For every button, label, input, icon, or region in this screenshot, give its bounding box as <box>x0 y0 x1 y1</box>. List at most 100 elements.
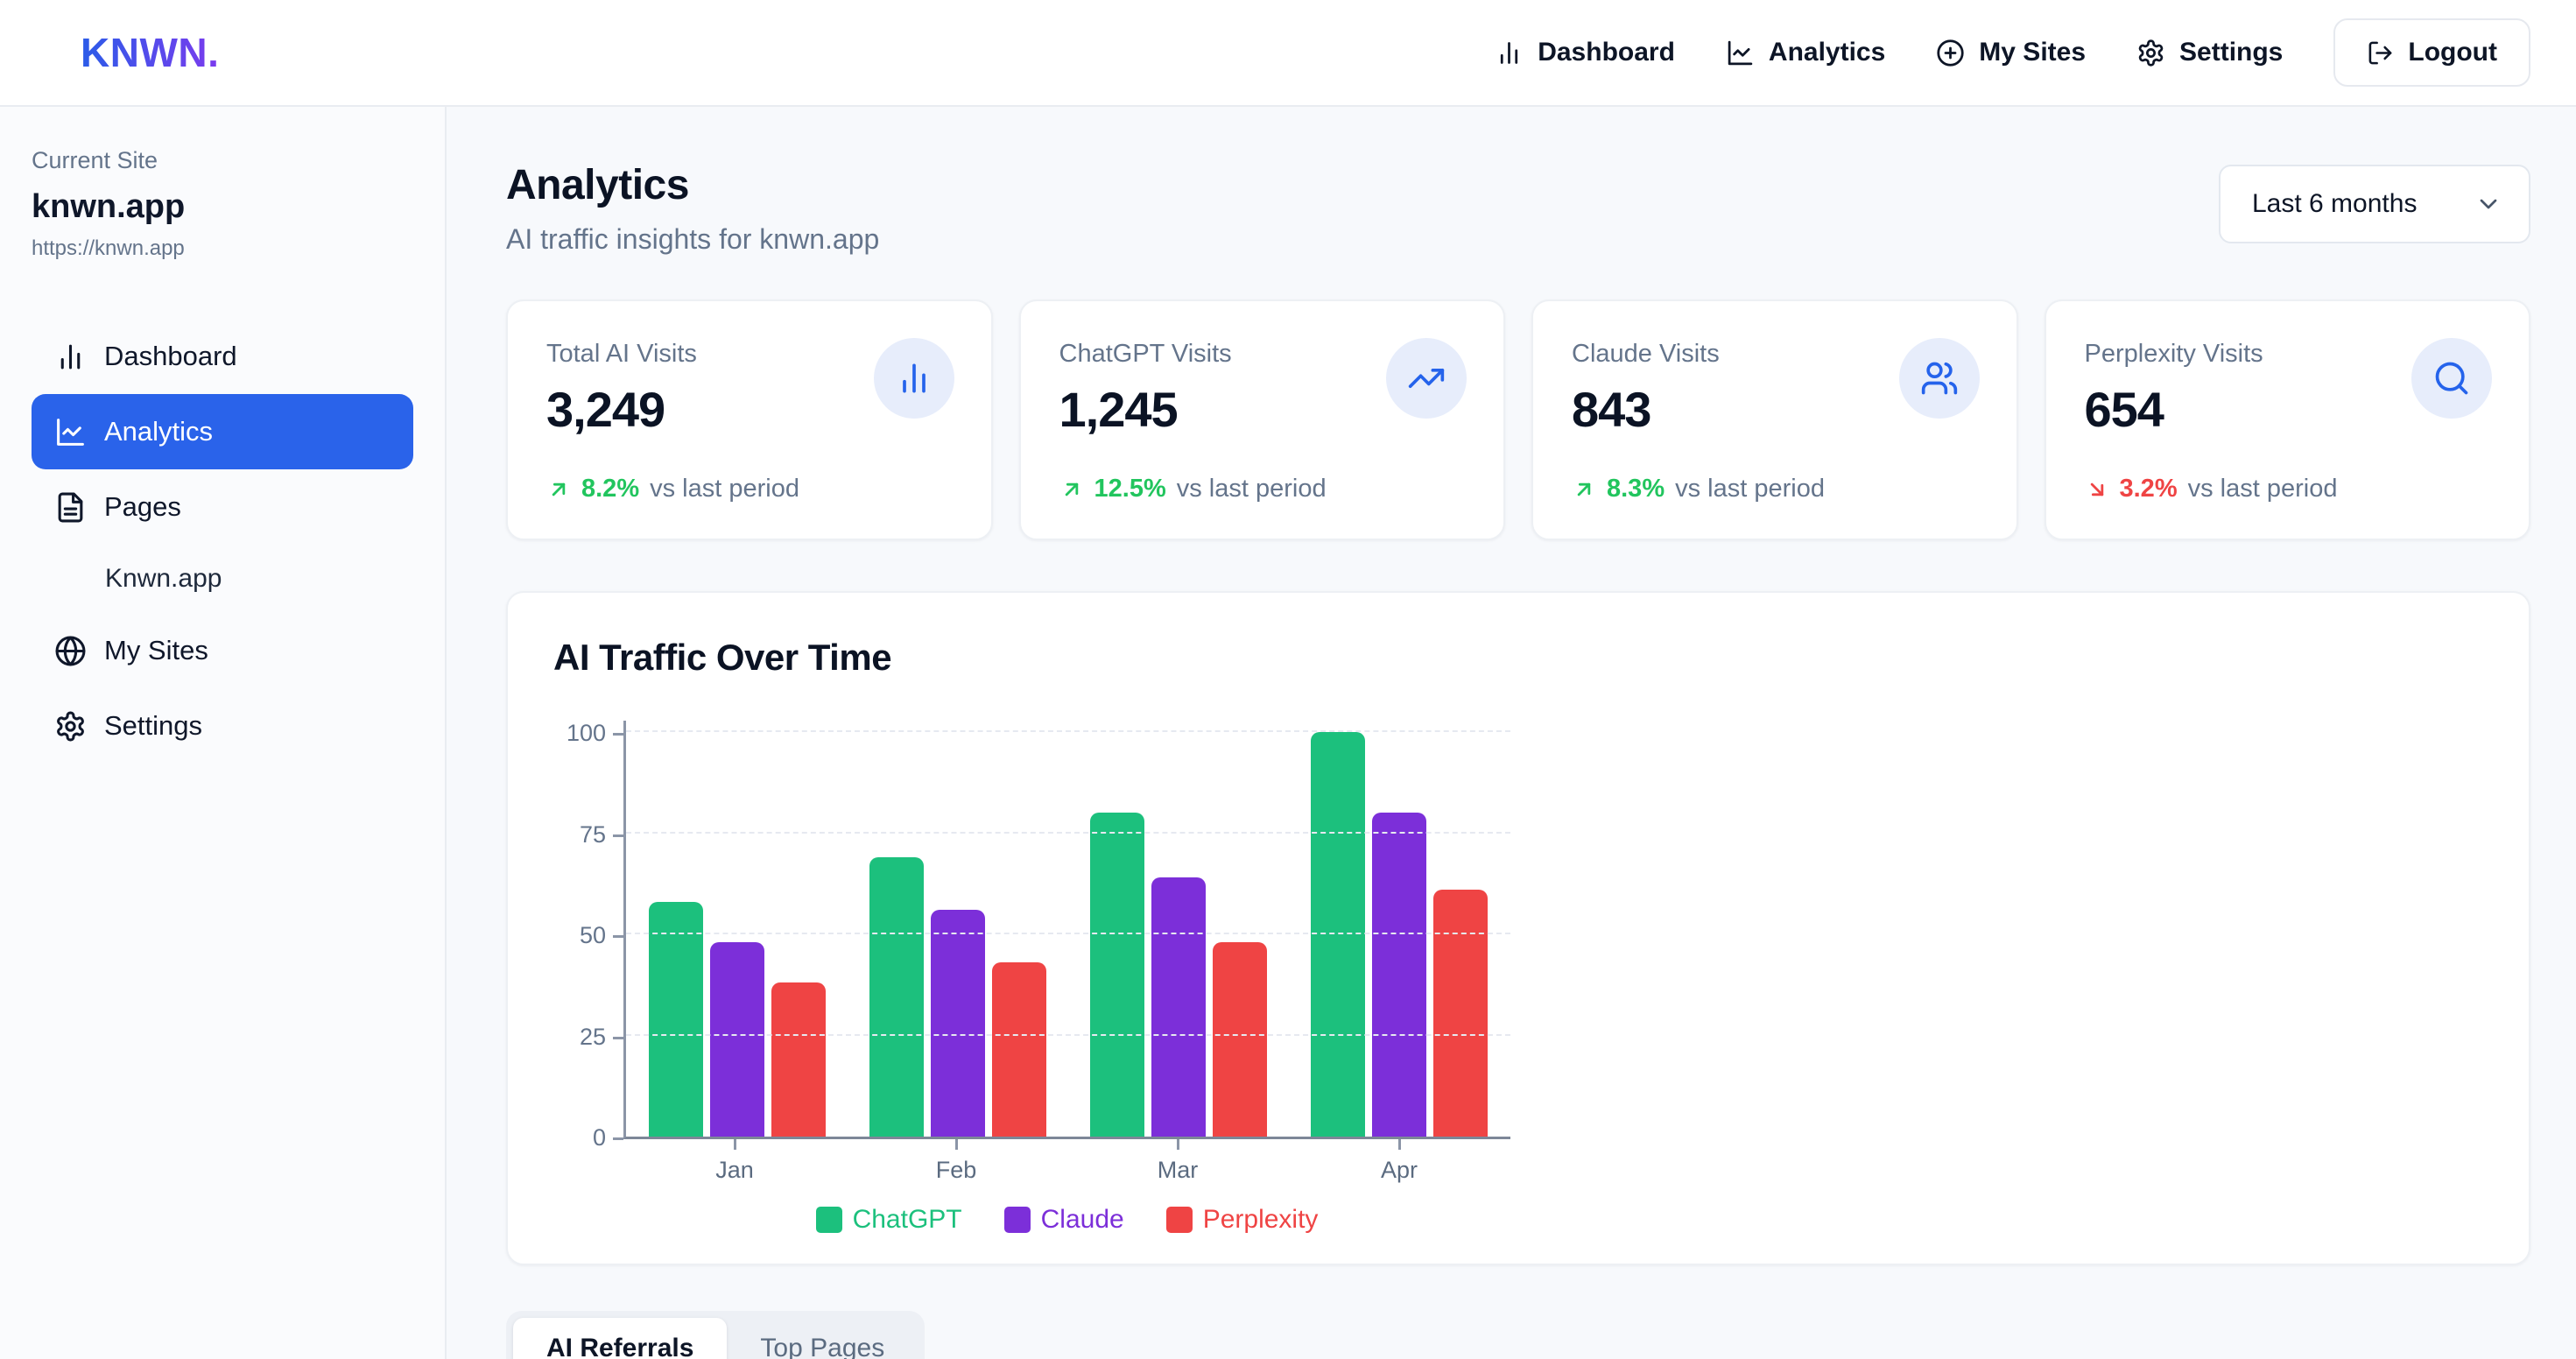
arrow-down-right-icon <box>2090 482 2103 496</box>
users-icon <box>1921 362 1957 395</box>
x-axis-cell: Jan <box>646 1139 823 1184</box>
bar-perplexity-jan[interactable] <box>771 982 826 1137</box>
bar-chatgpt-apr[interactable] <box>1311 732 1365 1137</box>
sidebar-item-pages[interactable]: Pages <box>32 469 419 545</box>
sidebar-item-settings[interactable]: Settings <box>32 688 419 764</box>
logout-label: Logout <box>2408 38 2497 67</box>
stat-value: 3,249 <box>546 382 665 437</box>
y-axis-tick <box>613 935 623 938</box>
trend-value: 8.3% <box>1607 475 1665 503</box>
nav-analytics-label: Analytics <box>1768 38 1886 67</box>
legend-label: ChatGPT <box>852 1205 962 1234</box>
stat-card-chatgpt-visits: ChatGPT Visits 1,245 12.5% vs last perio… <box>1018 299 1505 540</box>
sidebar-item-dashboard[interactable]: Dashboard <box>32 319 419 394</box>
sidebar-item-label: Settings <box>104 710 203 741</box>
line-chart-icon <box>1728 40 1753 65</box>
trend-text: vs last period <box>1176 475 1327 503</box>
arrow-up-right-icon <box>1065 482 1078 496</box>
x-axis-label: Apr <box>1380 1157 1418 1183</box>
y-axis-label: 0 <box>592 1124 606 1151</box>
stat-card-claude-visits: Claude Visits 843 8.3% vs last period <box>1531 299 2018 540</box>
chart-plot-area <box>623 721 1510 1139</box>
stat-icon-circle <box>1898 338 1980 419</box>
date-range-select[interactable]: Last 6 months <box>2219 165 2530 243</box>
chart-legend: ChatGPT Claude Perplexity <box>623 1205 1510 1235</box>
legend-swatch <box>1165 1207 1193 1233</box>
bar-chatgpt-jan[interactable] <box>649 902 703 1137</box>
bar-claude-apr[interactable] <box>1372 813 1426 1137</box>
bar-chatgpt-mar[interactable] <box>1090 813 1144 1137</box>
trend-value: 8.2% <box>581 475 640 503</box>
legend-item-chatgpt: ChatGPT <box>815 1205 962 1235</box>
bar-claude-jan[interactable] <box>710 942 764 1137</box>
tab-ai-referrals[interactable]: AI Referrals <box>513 1318 728 1359</box>
nav-settings[interactable]: Settings <box>2136 38 2283 67</box>
nav-my-sites-label: My Sites <box>1979 38 2087 67</box>
bottom-tabs: AI Referrals Top Pages <box>506 1311 926 1359</box>
gear-icon <box>57 711 84 741</box>
bar-perplexity-feb[interactable] <box>992 962 1046 1137</box>
sidebar-subitem-knwn-app[interactable]: Knwn.app <box>32 545 419 613</box>
nav-analytics[interactable]: Analytics <box>1726 38 1885 67</box>
page-subtitle: AI traffic insights for knwn.app <box>506 223 880 255</box>
y-axis-tick <box>613 1036 623 1039</box>
bar-chart: 0 25 50 75 100 Jan Feb Mar Apr ChatGPT Claude Per… <box>553 720 2485 1235</box>
chevron-down-icon <box>2480 199 2497 209</box>
stat-icon-circle <box>873 338 954 419</box>
sidebar-item-label: Dashboard <box>104 341 237 371</box>
stat-value: 654 <box>2084 382 2164 437</box>
chart-card: AI Traffic Over Time 0 25 50 75 100 Jan Feb Ma… <box>506 591 2530 1265</box>
stat-label: Total AI Visits <box>546 340 697 368</box>
nav-my-sites[interactable]: My Sites <box>1936 38 2086 67</box>
stat-icon-circle <box>2411 338 2492 419</box>
legend-item-perplexity: Perplexity <box>1165 1205 1318 1235</box>
globe-icon <box>55 636 86 665</box>
bar-group-jan <box>649 902 826 1137</box>
nav-dashboard-label: Dashboard <box>1538 38 1675 67</box>
arrow-up-right-icon <box>1577 482 1591 496</box>
bar-chart-icon <box>902 363 926 393</box>
stat-value: 843 <box>1572 382 1651 437</box>
top-nav: KNWN. Dashboard Analytics My Sites Setti… <box>0 0 2576 107</box>
stat-trend: 8.2% vs last period <box>546 475 956 503</box>
legend-swatch <box>1003 1207 1031 1233</box>
x-axis-tick <box>733 1139 736 1150</box>
sidebar-item-analytics[interactable]: Analytics <box>32 394 413 469</box>
trend-text: vs last period <box>1675 475 1825 503</box>
gridline <box>626 1033 1510 1036</box>
logout-button[interactable]: Logout <box>2333 18 2530 87</box>
x-axis-tick <box>1397 1139 1401 1150</box>
legend-label: Claude <box>1040 1205 1124 1234</box>
sidebar-item-label: Analytics <box>104 416 214 447</box>
search-icon <box>2435 362 2468 395</box>
bar-claude-mar[interactable] <box>1151 877 1206 1137</box>
trend-value: 12.5% <box>1094 475 1166 503</box>
x-axis-cell: Mar <box>1089 1139 1266 1184</box>
bar-perplexity-apr[interactable] <box>1433 890 1488 1137</box>
trend-value: 3.2% <box>2119 475 2178 503</box>
y-axis-label: 75 <box>579 820 606 848</box>
y-axis-label: 50 <box>579 922 606 948</box>
current-site-label: Current Site <box>32 147 158 173</box>
stat-trend: 3.2% vs last period <box>2085 475 2495 503</box>
x-axis-cell: Apr <box>1311 1139 1488 1184</box>
gridline <box>626 730 1510 732</box>
x-axis-tick <box>1176 1139 1179 1150</box>
y-axis-label: 100 <box>566 720 606 746</box>
bar-perplexity-mar[interactable] <box>1213 942 1267 1137</box>
sidebar-item-my-sites[interactable]: My Sites <box>32 613 419 688</box>
bar-chatgpt-feb[interactable] <box>869 857 924 1137</box>
plus-circle-icon <box>1937 39 1964 67</box>
bar-claude-feb[interactable] <box>931 910 985 1137</box>
x-axis-tick <box>954 1139 958 1150</box>
stat-card-total-ai-visits: Total AI Visits 3,249 8.2% vs last perio… <box>506 299 993 540</box>
top-nav-links: Dashboard Analytics My Sites Settings Lo… <box>1495 18 2530 87</box>
tab-top-pages[interactable]: Top Pages <box>760 1334 885 1359</box>
y-axis-tick <box>613 834 623 837</box>
nav-dashboard[interactable]: Dashboard <box>1495 38 1675 67</box>
stat-icon-circle <box>1386 338 1467 419</box>
y-axis-tick <box>613 1137 623 1140</box>
bar-chart-icon <box>1501 41 1518 64</box>
stat-trend: 8.3% vs last period <box>1572 475 1981 503</box>
stat-label: ChatGPT Visits <box>1059 340 1232 368</box>
